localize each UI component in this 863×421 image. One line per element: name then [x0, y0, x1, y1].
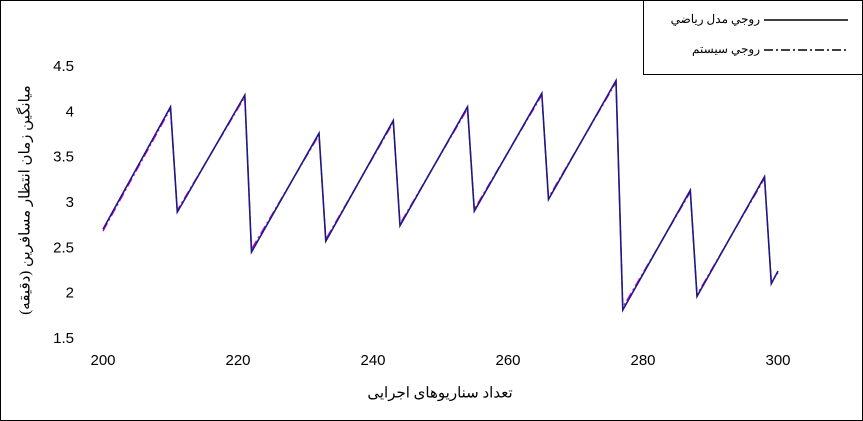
- legend-box: [643, 0, 863, 75]
- y-tick-label: 1.5: [53, 330, 74, 347]
- x-axis-label: تعداد سناریوهای اجرایی: [367, 385, 512, 401]
- y-tick-label: 3.5: [53, 149, 74, 166]
- x-tick-label: 280: [630, 352, 655, 369]
- y-tick-label: 2.5: [53, 239, 74, 256]
- x-tick-label: 300: [765, 352, 790, 369]
- legend-label: روجي سيستم: [692, 42, 760, 56]
- x-tick-label: 260: [495, 352, 520, 369]
- y-tick-label: 4.5: [53, 58, 74, 75]
- y-tick-label: 2: [66, 285, 74, 302]
- y-tick-label: 4: [66, 103, 74, 120]
- legend: روجي مدل رياضي روجي سيستم: [643, 0, 863, 75]
- series-line: [102, 79, 779, 310]
- series-line: [102, 77, 779, 313]
- y-tick-label: 3: [66, 194, 74, 211]
- x-tick-label: 220: [225, 352, 250, 369]
- y-axis-label: میانگین زمان انتظار مسافرین (دقیقه): [15, 85, 33, 314]
- legend-label: روجي مدل رياضي: [671, 12, 761, 26]
- x-tick-label: 240: [360, 352, 385, 369]
- x-tick-label: 200: [90, 352, 115, 369]
